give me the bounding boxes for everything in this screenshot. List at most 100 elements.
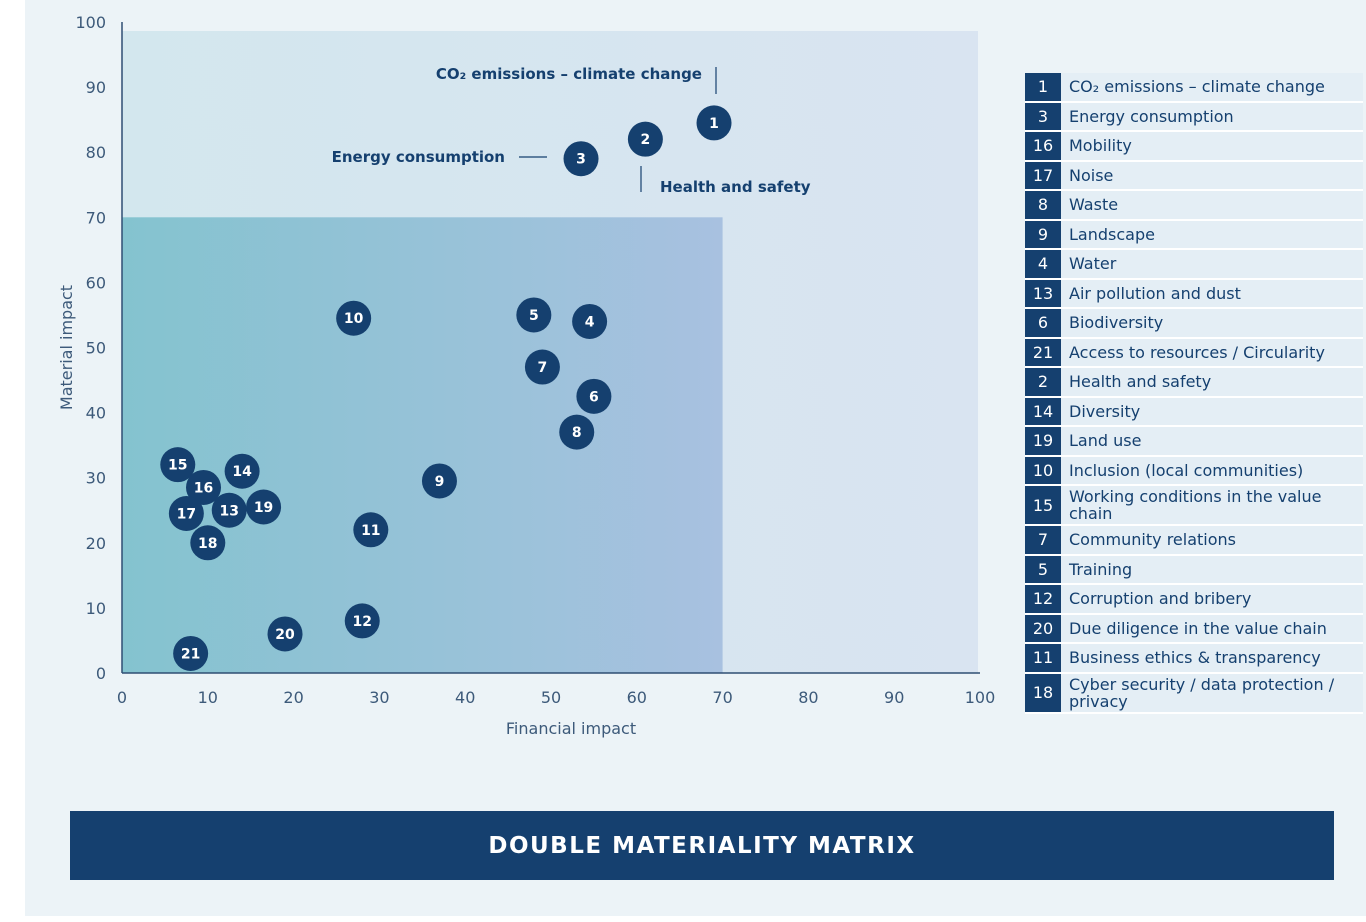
chart-title-banner: DOUBLE MATERIALITY MATRIX — [70, 811, 1334, 880]
legend-item-label: Community relations — [1069, 530, 1236, 550]
data-point-marker — [576, 378, 612, 414]
legend-item-number: 18 — [1025, 673, 1061, 712]
data-point-marker — [211, 492, 247, 528]
data-point-label: 14 — [232, 464, 252, 480]
legend-item: 2 Health and safety — [1025, 368, 1363, 398]
data-point-label: 21 — [181, 646, 200, 662]
legend-item-label: Working conditions in the value chain — [1069, 487, 1322, 523]
y-tick-label: 30 — [86, 469, 106, 488]
y-tick-label: 80 — [86, 143, 106, 162]
legend-item-number: 21 — [1025, 338, 1061, 366]
legend-item: 14 Diversity — [1025, 397, 1363, 427]
data-point-label: 2 — [641, 132, 651, 148]
legend-item-label: Access to resources / Circularity — [1069, 342, 1325, 362]
y-tick-label: 10 — [86, 599, 106, 618]
y-axis-label: Material impact — [57, 285, 76, 410]
legend-item-number: 9 — [1025, 220, 1061, 248]
data-point-marker — [696, 105, 732, 141]
legend-item: 15 Working conditions in the value chain — [1025, 486, 1363, 526]
data-point-label: 6 — [589, 389, 599, 405]
legend-item-label: Mobility — [1069, 136, 1132, 156]
legend-item: 6 Biodiversity — [1025, 309, 1363, 339]
legend-item-number: 12 — [1025, 585, 1061, 613]
legend-item-label: Business ethics & transparency — [1069, 648, 1321, 668]
legend-item-label: Air pollution and dust — [1069, 283, 1241, 303]
legend-item: 8 Waste — [1025, 191, 1363, 221]
x-tick-label: 90 — [884, 688, 904, 707]
legend-item-label: Diversity — [1069, 401, 1141, 421]
materiality-matrix-chart: 0 10 20 30 40 50 60 70 80 90 100 01020304050607080… — [57, 13, 995, 738]
legend-item: 16 Mobility — [1025, 132, 1363, 162]
legend-item-number: 19 — [1025, 427, 1061, 455]
y-tick-labels: 0 10 20 30 40 50 60 70 80 90 100 — [75, 13, 106, 683]
legend-item-number: 7 — [1025, 526, 1061, 554]
legend-item: 9 Landscape — [1025, 220, 1363, 250]
data-point-marker — [627, 121, 663, 157]
legend-item: 7 Community relations — [1025, 526, 1363, 556]
data-point-marker — [336, 300, 372, 336]
legend-item-number: 16 — [1025, 132, 1061, 160]
annotation-label: Health and safety — [660, 178, 811, 196]
legend-item-label: Water — [1069, 254, 1117, 274]
data-point-marker — [168, 496, 204, 532]
legend-item-label: Corruption and bribery — [1069, 589, 1252, 609]
legend-item: 18 Cyber security / data protection / pri… — [1025, 673, 1363, 714]
y-tick-label: 60 — [86, 273, 106, 292]
legend-item: 4 Water — [1025, 250, 1363, 280]
legend-item-number: 17 — [1025, 161, 1061, 189]
legend-item-label: CO₂ emissions – climate change — [1069, 77, 1325, 97]
x-tick-label: 80 — [798, 688, 818, 707]
data-point-label: 19 — [254, 500, 273, 516]
data-point-marker — [572, 303, 608, 339]
x-tick-labels: 0 10 20 30 40 50 60 70 80 90 100 — [117, 688, 995, 707]
y-tick-label: 90 — [86, 78, 106, 97]
data-point-label: 17 — [177, 507, 196, 523]
legend-item: 21 Access to resources / Circularity — [1025, 338, 1363, 368]
data-point-marker — [186, 469, 222, 505]
data-point-label: 1 — [709, 116, 719, 132]
data-point-marker — [516, 297, 552, 333]
legend-item-number: 5 — [1025, 555, 1061, 583]
legend-item-label: Inclusion (local communities) — [1069, 460, 1304, 480]
x-tick-label: 50 — [541, 688, 561, 707]
legend-item-label: Noise — [1069, 165, 1114, 185]
data-point-marker — [559, 414, 595, 450]
data-point-marker — [173, 635, 209, 671]
legend-item: 3 Energy consumption — [1025, 102, 1363, 132]
x-tick-label: 70 — [712, 688, 732, 707]
legend-item-number: 1 — [1025, 73, 1061, 101]
data-point-label: 16 — [194, 480, 213, 496]
legend-item-number: 20 — [1025, 614, 1061, 642]
data-point-label: 20 — [275, 627, 295, 643]
legend-item-label: Energy consumption — [1069, 106, 1234, 126]
data-point-label: 3 — [576, 152, 586, 168]
legend-item: 11 Business ethics & transparency — [1025, 644, 1363, 674]
data-point-marker — [524, 349, 560, 385]
legend-item-number: 14 — [1025, 397, 1061, 425]
legend-item: 17 Noise — [1025, 161, 1363, 191]
data-point-marker — [224, 453, 260, 489]
legend-item-number: 8 — [1025, 191, 1061, 219]
data-point-label: 9 — [435, 474, 445, 490]
data-point-label: 15 — [168, 458, 187, 474]
x-tick-label: 40 — [455, 688, 475, 707]
annotations: CO₂ emissions – climate change Energy con… — [332, 65, 811, 196]
y-tick-label: 50 — [86, 339, 106, 358]
data-point-marker — [421, 463, 457, 499]
x-tick-label: 60 — [627, 688, 647, 707]
legend-item-label: Land use — [1069, 431, 1142, 451]
legend-item-label: Waste — [1069, 195, 1119, 215]
y-tick-label: 40 — [86, 404, 106, 423]
inner-zone — [122, 217, 723, 674]
legend-item: 5 Training — [1025, 555, 1363, 585]
data-point-label: 12 — [352, 614, 371, 630]
legend-item: 20 Due diligence in the value chain — [1025, 614, 1363, 644]
legend-item-number: 11 — [1025, 644, 1061, 672]
legend-item-number: 6 — [1025, 309, 1061, 337]
y-tick-label: 0 — [96, 664, 106, 683]
data-point-label: 13 — [220, 503, 239, 519]
x-tick-label: 30 — [369, 688, 389, 707]
legend-item-label: Training — [1069, 559, 1133, 579]
legend-item-number: 3 — [1025, 102, 1061, 130]
legend-item-label: Landscape — [1069, 224, 1155, 244]
